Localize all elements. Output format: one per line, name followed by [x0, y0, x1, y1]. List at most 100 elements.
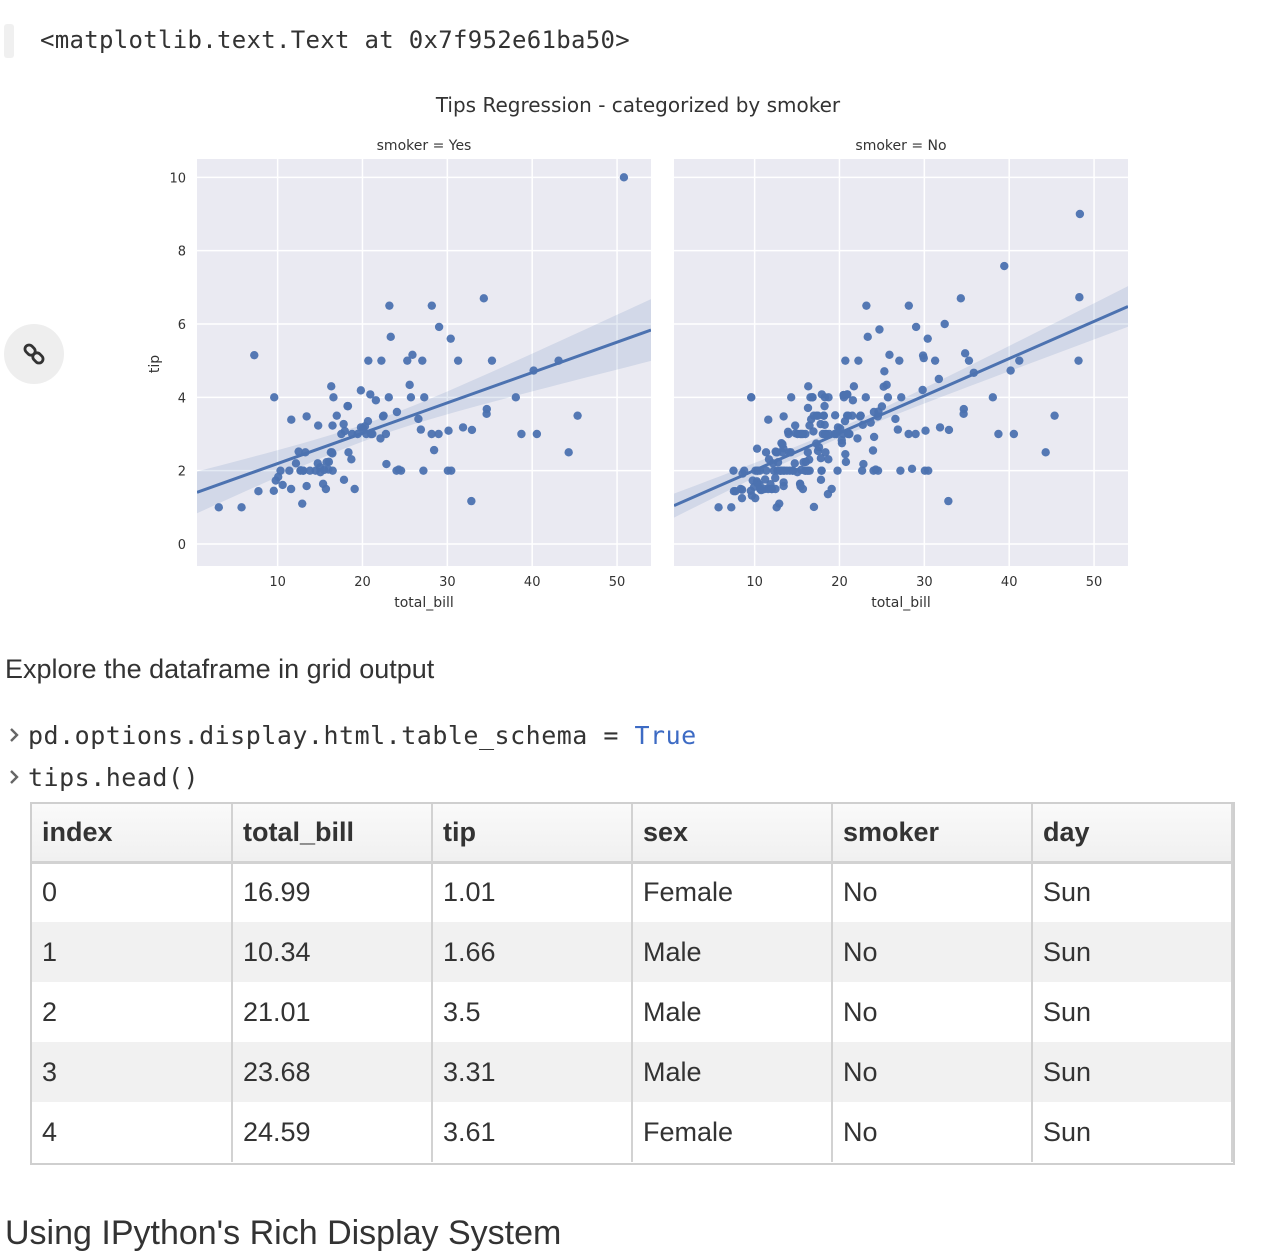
x-tick-label: 10	[746, 575, 763, 590]
y-tick-label: 4	[178, 391, 186, 406]
data-point	[760, 475, 770, 484]
data-point	[313, 459, 322, 468]
data-point	[824, 455, 833, 464]
output-repr: <matplotlib.text.Text at 0x7f952e61ba50>	[40, 26, 630, 54]
data-point	[237, 503, 246, 512]
column-header-sex[interactable]: sex	[632, 804, 833, 864]
code-line-1: pd.options.display.html.table_schema = T…	[28, 720, 697, 750]
table-cell: No	[832, 1102, 1033, 1162]
data-point	[278, 480, 287, 490]
next-section-heading: Using IPython's Rich Display System	[5, 1214, 562, 1252]
data-point	[861, 393, 870, 402]
data-point	[392, 407, 402, 417]
table-cell: No	[832, 982, 1033, 1042]
column-header-day[interactable]: day	[1032, 804, 1233, 864]
data-point	[891, 414, 900, 424]
table-cell: Female	[632, 862, 833, 922]
data-point	[869, 466, 878, 475]
data-point	[328, 449, 337, 458]
data-point	[994, 429, 1003, 439]
x-tick-label: 20	[354, 575, 371, 590]
data-point	[956, 294, 966, 303]
table-cell: 21.01	[232, 982, 433, 1042]
x-tick-label: 20	[831, 575, 848, 590]
code-cell-1[interactable]: pd.options.display.html.table_schema = T…	[0, 718, 697, 752]
column-header-total-bill[interactable]: total_bill	[232, 804, 433, 864]
data-point	[820, 393, 830, 402]
data-point	[803, 448, 813, 457]
y-axis-label: tip	[147, 355, 163, 373]
chevron-right-icon[interactable]	[0, 769, 28, 785]
x-tick-label: 30	[916, 575, 933, 590]
data-point	[214, 503, 224, 512]
y-tick-label: 2	[178, 465, 186, 480]
data-point	[511, 393, 521, 402]
data-point	[313, 421, 323, 430]
y-tick-label: 8	[178, 245, 186, 260]
data-point	[729, 487, 739, 496]
data-point	[329, 393, 338, 402]
table-row[interactable]: 1 10.34 1.66 Male No Sun	[32, 922, 1233, 982]
data-point	[408, 350, 417, 359]
data-point	[420, 393, 429, 402]
column-header-tip[interactable]: tip	[432, 804, 633, 864]
facet-title: smoker = No	[855, 138, 946, 154]
y-tick-label: 10	[169, 171, 186, 186]
data-point	[880, 367, 889, 376]
column-header-index[interactable]: index	[32, 804, 233, 864]
code-line-2: tips.head()	[28, 762, 200, 792]
data-point	[762, 466, 771, 475]
data-point	[879, 382, 888, 391]
data-point	[788, 466, 797, 475]
data-grid[interactable]: index total_bill tip sex smoker day 0 16…	[30, 802, 1235, 1165]
data-point	[339, 475, 349, 485]
data-point	[254, 487, 263, 496]
data-point	[778, 448, 787, 457]
table-cell: No	[832, 922, 1033, 982]
data-point	[923, 334, 932, 343]
data-point	[779, 481, 788, 491]
x-tick-label: 50	[609, 575, 626, 590]
data-point	[270, 393, 279, 402]
link-button[interactable]	[4, 324, 64, 384]
data-point	[842, 411, 852, 420]
data-point	[427, 429, 436, 439]
data-point	[863, 332, 872, 342]
data-point	[771, 473, 780, 483]
keyword-true: True	[634, 720, 697, 750]
data-point	[573, 411, 582, 420]
data-point	[327, 382, 336, 391]
table-cell: 24.59	[232, 1102, 433, 1162]
table-row[interactable]: 2 21.01 3.5 Male No Sun	[32, 982, 1233, 1042]
data-point	[447, 466, 456, 475]
data-point	[343, 401, 353, 411]
data-point	[806, 415, 816, 424]
table-cell: 10.34	[232, 922, 433, 982]
data-point	[930, 356, 940, 365]
data-table: index total_bill tip sex smoker day 0 16…	[32, 804, 1233, 1162]
table-cell: No	[832, 862, 1033, 922]
data-point	[418, 356, 427, 365]
x-tick-label: 30	[439, 575, 456, 590]
data-point	[392, 466, 401, 475]
data-point	[877, 402, 887, 411]
data-point	[1006, 366, 1015, 375]
link-icon	[23, 343, 45, 365]
data-point	[434, 429, 443, 439]
code-cell-2[interactable]: tips.head()	[0, 760, 199, 794]
data-point	[784, 429, 793, 439]
data-point	[276, 466, 285, 475]
table-row[interactable]: 4 24.59 3.61 Female No Sun	[32, 1102, 1233, 1162]
data-point	[751, 493, 760, 503]
data-point	[1074, 356, 1083, 365]
table-row[interactable]: 3 23.68 3.31 Male No Sun	[32, 1042, 1233, 1102]
data-point	[271, 476, 280, 485]
data-point	[350, 484, 359, 494]
table-row[interactable]: 0 16.99 1.01 Female No Sun	[32, 862, 1233, 922]
chevron-right-icon[interactable]	[0, 727, 28, 743]
markdown-text: Explore the dataframe in grid output	[5, 654, 435, 684]
regression-line	[674, 305, 1128, 508]
data-point	[1075, 293, 1084, 302]
column-header-smoker[interactable]: smoker	[832, 804, 1033, 864]
data-point	[776, 466, 785, 475]
